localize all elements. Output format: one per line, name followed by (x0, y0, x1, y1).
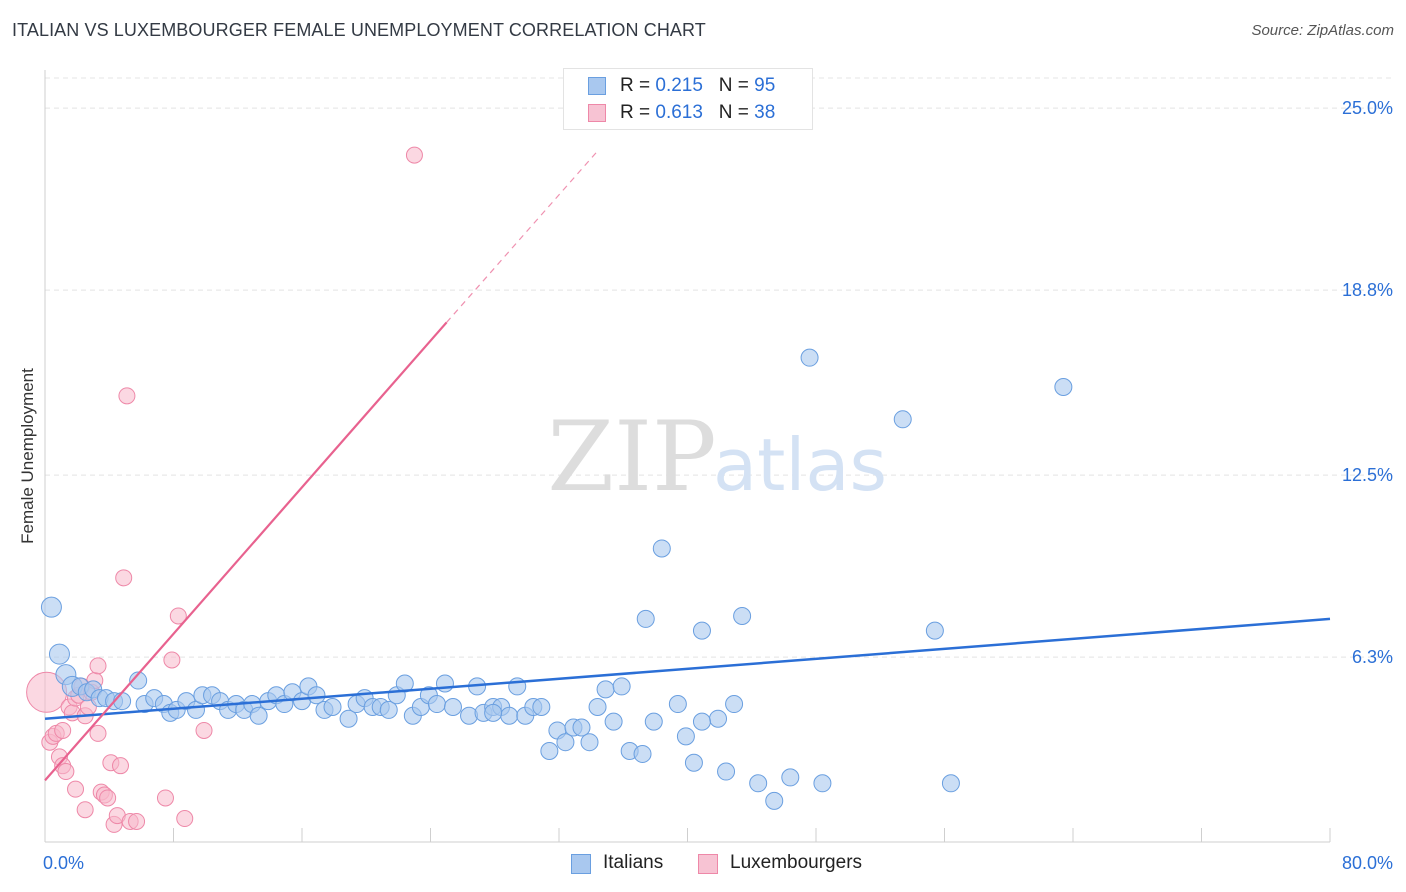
italian-point (749, 774, 768, 793)
luxembourgers-legend-swatch (698, 854, 718, 874)
zipatlas-watermark: ZIP atlas (547, 401, 887, 513)
italian-point (733, 606, 752, 625)
italian-point (443, 697, 462, 716)
italian-point (500, 706, 519, 725)
italian-point (427, 695, 446, 714)
italians-legend-swatch (571, 854, 591, 874)
italian-point (676, 727, 695, 746)
italian-point (709, 709, 728, 728)
luxembourger-point (76, 801, 94, 819)
luxembourger-point (67, 780, 85, 798)
italian-point (781, 768, 800, 787)
italian-point (941, 774, 960, 793)
italians-n-value: 95 (754, 75, 776, 96)
italian-point (249, 706, 268, 725)
italian-point (800, 348, 819, 367)
italian-point (893, 410, 912, 429)
luxembourger-point (89, 657, 107, 675)
italian-point (129, 671, 148, 690)
italians-r-label: R = (620, 75, 651, 96)
y-tick-label-2: 18.8% (1342, 280, 1393, 300)
luxembourger-point (405, 146, 423, 164)
watermark-atlas: atlas (713, 423, 887, 507)
y-tick-label-3: 25.0% (1342, 98, 1393, 118)
italian-point (572, 718, 591, 737)
correlation-legend: R = 0.215 N = 95 R = 0.613 N = 38 (563, 68, 813, 130)
luxembourgers-swatch (588, 104, 606, 122)
italian-point (644, 712, 663, 731)
italians-n-label: N = (718, 75, 749, 96)
italians-swatch (588, 77, 606, 95)
italian-point (339, 709, 358, 728)
luxembourger-point (115, 569, 133, 587)
italian-point (636, 609, 655, 628)
italian-point (668, 695, 687, 714)
luxembourger-point (195, 721, 213, 739)
italian-point (40, 596, 62, 618)
italian-point (532, 697, 551, 716)
y-tick-label-1: 12.5% (1342, 465, 1393, 485)
italian-point (684, 753, 703, 772)
italian-point (612, 677, 631, 696)
luxembourger-point (89, 724, 107, 742)
grid-lines (45, 77, 1395, 658)
luxembourger-point (169, 607, 187, 625)
italian-point (113, 692, 132, 711)
luxembourger-point (111, 757, 129, 775)
chart-title: ITALIAN VS LUXEMBOURGER FEMALE UNEMPLOYM… (12, 20, 706, 40)
source-credit: Source: ZipAtlas.com (1251, 22, 1394, 39)
trend-lines (44, 148, 1331, 782)
italian-point (323, 697, 342, 716)
italian-point (692, 621, 711, 640)
italian-point (633, 744, 652, 763)
luxembourger-point (118, 387, 136, 405)
watermark-zip: ZIP (547, 401, 716, 513)
italian-point (540, 742, 559, 761)
luxembourger-point (156, 789, 174, 807)
italians-points (40, 107, 1073, 810)
luxembourger-point (163, 651, 181, 669)
tick-labels: 6.3% 12.5% 18.8% 25.0% 0.0% 80.0% (43, 98, 1393, 873)
axes (44, 70, 1331, 843)
luxembourgers-r-value: 0.613 (655, 102, 703, 123)
italian-point (717, 762, 736, 781)
italians-r-value: 0.215 (655, 75, 703, 96)
italian-point (588, 697, 607, 716)
italian-point (379, 700, 398, 719)
luxembourgers-n-value: 38 (754, 102, 776, 123)
x-tick-label-min: 0.0% (43, 853, 84, 873)
italian-point (604, 712, 623, 731)
italian-point (580, 733, 599, 752)
luxembourger-point (128, 812, 146, 830)
luxembourger-point (99, 789, 117, 807)
luxembourger-point (54, 721, 72, 739)
italians-trend-line (44, 617, 1331, 720)
italian-point (925, 621, 944, 640)
italians-legend-label: Italians (603, 852, 664, 873)
italian-point (435, 674, 454, 693)
italian-point (48, 643, 70, 665)
italian-point (307, 686, 326, 705)
italian-point (556, 733, 575, 752)
luxembourgers-r-label: R = (620, 102, 651, 123)
italian-point (484, 703, 503, 722)
italian-point (765, 791, 784, 810)
luxembourger-point (176, 810, 194, 828)
italian-point (1054, 378, 1073, 397)
luxembourgers-legend-label: Luxembourgers (730, 852, 863, 873)
x-tick-label-max: 80.0% (1342, 853, 1393, 873)
luxembourger-point (57, 763, 75, 781)
luxembourgers-trend-extension (446, 148, 600, 323)
luxembourgers-trend-line (44, 321, 448, 782)
italian-point (725, 695, 744, 714)
y-tick-label-0: 6.3% (1352, 647, 1393, 667)
italian-point (596, 680, 615, 699)
luxembourgers-n-label: N = (718, 102, 749, 123)
italian-point (813, 774, 832, 793)
italian-point (652, 539, 671, 558)
italian-point (692, 712, 711, 731)
luxembourgers-points (26, 146, 423, 833)
